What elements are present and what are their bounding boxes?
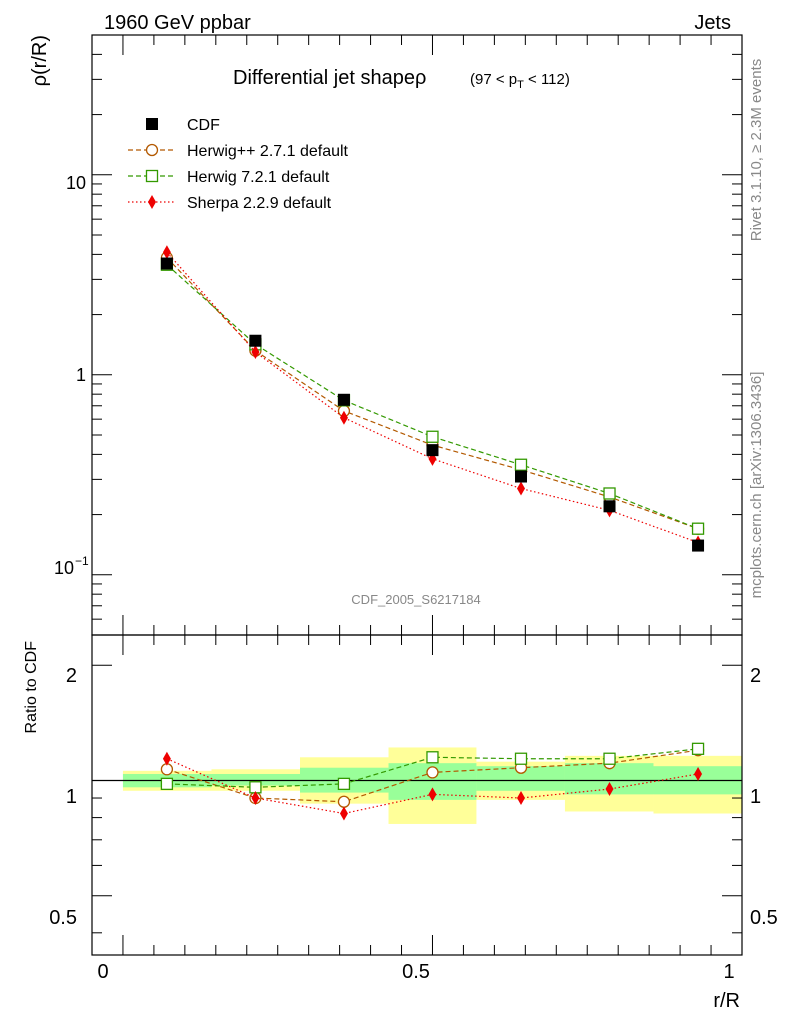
ratio-point-herwigpp-2 [337, 795, 351, 808]
ratio-point-sherpa-0 [162, 751, 171, 766]
point-herwig7-4 [514, 458, 528, 471]
point-cdf-2 [337, 393, 350, 406]
main-plot-layer [160, 245, 705, 552]
point-sherpa-4 [517, 481, 525, 496]
legend-herwigpp-label: Herwig++ 2.7.1 default [187, 143, 349, 160]
point-herwig7-6 [691, 522, 705, 535]
point-cdf-4 [515, 470, 527, 483]
x-tick-label-0-5: 0.5 [402, 961, 430, 983]
ratio-point-herwig7-0 [160, 777, 174, 791]
x-axis-label: r/R [713, 990, 740, 1012]
ratio-plot-layer [92, 742, 742, 824]
ratio-point-sherpa-4 [517, 791, 525, 806]
ratio-panel: Ratio to CDF 2 1 0.5 2 1 0.5 0 0.5 1 r/R [23, 634, 778, 1012]
ratio-y-tick-label-right-1: 1 [750, 786, 761, 808]
legend-herwig7-marker [145, 169, 159, 183]
ratio-frame [91, 634, 743, 956]
point-cdf-5 [603, 500, 616, 513]
legend-cdf-marker [146, 118, 158, 130]
main-title: Differential jet shapeρ [233, 67, 426, 89]
x-tick-label-1: 1 [723, 961, 734, 983]
band-inner-1 [211, 773, 300, 786]
ratio-point-sherpa-3 [428, 787, 437, 802]
series-cdf [160, 257, 705, 552]
y-tick-label-1: 1 [76, 365, 86, 385]
ratio-y-tick-label-left-0-5: 0.5 [49, 907, 77, 929]
ratio-y-axis-label: Ratio to CDF [23, 641, 40, 734]
legend: CDF Herwig++ 2.7.1 default Herwig 7.2.1 … [128, 117, 349, 212]
legend-herwig7-label: Herwig 7.2.1 default [187, 169, 330, 186]
point-herwig7-3 [426, 430, 439, 443]
main-panel: Differential jet shapeρ (97 < pT < 112) … [29, 34, 743, 636]
ratio-point-herwig7-4 [514, 752, 528, 765]
ratio-y-tick-label-left-2: 2 [66, 665, 77, 687]
ratio-series-sherpa [162, 751, 703, 821]
side-text-rivet: Rivet 3.1.10, ≥ 2.3M events [748, 59, 765, 242]
header-left: 1960 GeV ppbar [104, 12, 251, 34]
legend-cdf-label: CDF [187, 117, 220, 134]
legend-sherpa-label: Sherpa 2.2.9 default [187, 195, 332, 212]
ratio-ticks [92, 635, 743, 955]
y-tick-label-10: 10 [66, 173, 86, 193]
ratio-point-sherpa-5 [605, 782, 614, 797]
x-tick-label-0: 0 [97, 961, 108, 983]
ratio-point-sherpa-1 [251, 791, 260, 806]
ratio-y-tick-label-right-0-5: 0.5 [750, 907, 778, 929]
legend-herwigpp-marker [145, 143, 159, 157]
ratio-point-herwig7-5 [603, 752, 616, 765]
main-y-axis-label: ρ(r/R) [29, 35, 51, 86]
analysis-watermark: CDF_2005_S6217184 [351, 592, 480, 607]
point-sherpa-1 [251, 345, 260, 360]
point-cdf-6 [692, 539, 705, 552]
main-ticks [92, 34, 743, 636]
header-right: Jets [694, 12, 731, 34]
ratio-point-herwigpp-3 [426, 766, 439, 779]
point-sherpa-0 [162, 245, 171, 260]
legend-sherpa-marker [148, 195, 156, 209]
y-tick-label-0-1: 10 [54, 558, 74, 578]
ratio-point-herwig7-6 [691, 742, 705, 755]
ratio-point-sherpa-6 [694, 766, 703, 781]
point-cdf-0 [160, 257, 173, 270]
point-cdf-1 [249, 334, 262, 347]
y-tick-label-0-1-exponent: −1 [75, 554, 89, 568]
point-herwig7-5 [603, 487, 616, 500]
ratio-y-tick-label-left-1: 1 [66, 786, 77, 808]
main-subtitle: (97 < pT < 112) [470, 71, 570, 91]
ratio-point-herwig7-3 [426, 751, 439, 764]
ratio-y-tick-label-right-2: 2 [750, 665, 761, 687]
side-text-mcplots: mcplots.cern.ch [arXiv:1306.3436] [748, 372, 765, 599]
point-cdf-3 [426, 444, 439, 457]
point-sherpa-2 [339, 410, 348, 425]
ratio-point-sherpa-2 [339, 806, 348, 821]
ratio-point-herwig7-2 [337, 777, 351, 791]
